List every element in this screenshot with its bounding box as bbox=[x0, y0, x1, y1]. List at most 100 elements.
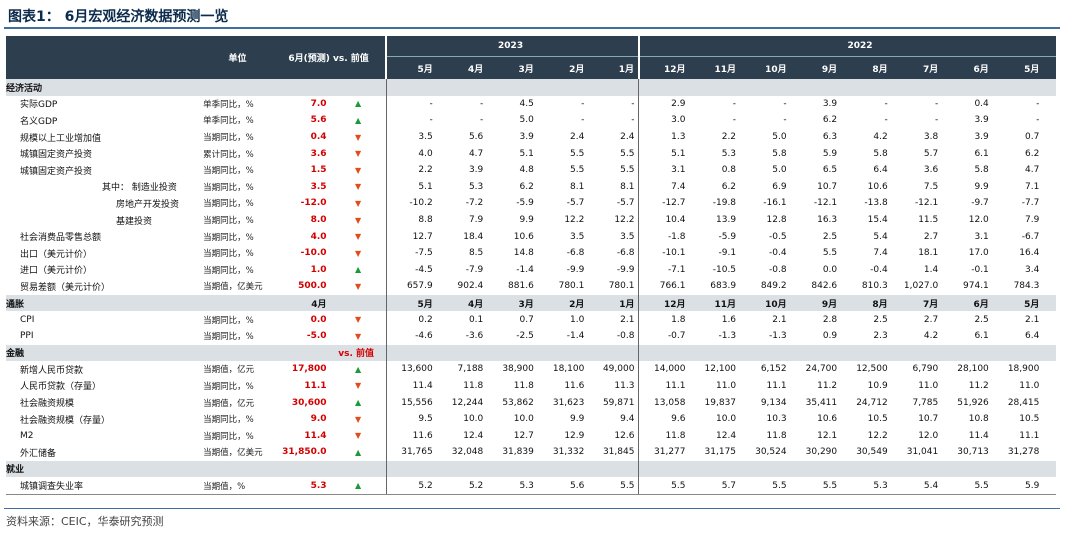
arrow-down-icon: ▼ bbox=[355, 431, 362, 441]
data-cell: 12.2 bbox=[867, 430, 888, 441]
indicator-unit: 单季同比，% bbox=[203, 116, 254, 127]
section-empty bbox=[1043, 344, 1056, 362]
data-cell: - bbox=[783, 115, 787, 126]
data-cell: 5.1 bbox=[385, 178, 437, 196]
data-cell: 12.1 bbox=[817, 430, 838, 441]
data-cell: 842.6 bbox=[811, 281, 838, 292]
section-empty bbox=[992, 460, 1044, 478]
data-cell: 5.2 bbox=[436, 477, 488, 495]
table-row: 城镇调查失业率 当期值，% 5.3 ▲ 5.2 5.2 5.3 5.6 5.5 5.5 5.7 5.5… bbox=[6, 477, 1056, 495]
data-cell: 0.0 bbox=[822, 264, 838, 275]
forecast-value: 5.6 bbox=[310, 115, 327, 126]
data-cell: 13,058 bbox=[638, 394, 690, 411]
header-month: 10月 bbox=[740, 56, 791, 79]
header-year-2023: 2023 bbox=[385, 36, 639, 57]
section-empty bbox=[537, 460, 589, 478]
forecast-value: 500.0 bbox=[298, 281, 327, 292]
data-cell: 12,244 bbox=[451, 397, 484, 408]
data-cell: 11.0 bbox=[1019, 380, 1040, 391]
indicator-unit: 当期同比，% bbox=[203, 431, 254, 442]
section-empty bbox=[841, 344, 892, 362]
data-cell: 7.4 bbox=[638, 178, 690, 196]
forecast-value: 1.5 bbox=[310, 165, 327, 176]
data-cell: -4.6 bbox=[385, 327, 437, 345]
section-unit-cell bbox=[203, 344, 276, 362]
data-cell: 12.2 bbox=[564, 215, 585, 226]
data-cell: 6.3 bbox=[822, 132, 838, 143]
data-cell bbox=[1043, 262, 1056, 279]
data-cell: 849.2 bbox=[760, 281, 787, 292]
data-cell: 59,871 bbox=[602, 397, 635, 408]
header-vs: vs. 前值 bbox=[332, 54, 369, 64]
header-unit: 单位 bbox=[203, 36, 276, 79]
section-empty bbox=[275, 79, 331, 96]
data-cell: 4.2 bbox=[923, 331, 939, 342]
section-empty bbox=[841, 460, 892, 478]
data-cell: 17.0 bbox=[968, 248, 989, 259]
data-cell: 9 bbox=[1043, 394, 1056, 411]
data-cell: 6.2 bbox=[721, 181, 737, 192]
data-cell: 12.0 bbox=[968, 215, 989, 226]
section-empty bbox=[891, 344, 943, 362]
forecast-value: 17,800 bbox=[291, 364, 327, 375]
data-cell bbox=[1043, 245, 1056, 262]
arrow-down-icon: ▼ bbox=[355, 215, 362, 225]
data-cell: 2.8 bbox=[822, 314, 838, 325]
data-cell: 31,041 bbox=[906, 447, 939, 458]
data-cell: 5.9 bbox=[822, 148, 838, 159]
data-cell: 4.7 bbox=[468, 148, 484, 159]
indicator-unit: 当期同比，% bbox=[203, 415, 254, 426]
section-header-row: 金融 vs. 前值 bbox=[6, 344, 1056, 362]
data-cell: 3.4 bbox=[1025, 264, 1040, 275]
indicator-unit: 当期同比，% bbox=[203, 199, 254, 210]
data-cell: 16.4 bbox=[1019, 248, 1040, 259]
table-row: 房地产开发投资 当期同比，% -12.0 ▼ -10.2 -7.2 -5.9 -5.7 -5.7… bbox=[6, 195, 1056, 212]
indicator-unit: 当期同比，% bbox=[203, 166, 254, 177]
data-cell: 5.4 bbox=[891, 477, 943, 495]
forecast-value: 9.0 bbox=[310, 414, 327, 425]
section-empty bbox=[942, 344, 993, 362]
header-month: 7月 bbox=[891, 56, 943, 79]
data-cell: 2.2 bbox=[385, 161, 437, 179]
data-cell: 6 bbox=[1043, 361, 1056, 378]
data-cell: - bbox=[884, 115, 888, 126]
data-cell: 7.9 bbox=[1025, 215, 1040, 226]
data-cell: 12.9 bbox=[564, 430, 585, 441]
data-cell: 881.6 bbox=[487, 278, 538, 295]
section-empty bbox=[487, 460, 538, 478]
indicator-name: 实际GDP bbox=[20, 100, 58, 111]
data-cell: 10.7 bbox=[918, 414, 939, 425]
data-cell: 1.3 bbox=[638, 128, 690, 146]
data-cell: 3.8 bbox=[923, 132, 939, 143]
indicator-name: CPI bbox=[20, 314, 35, 325]
indicator-name: 社会融资规模 bbox=[20, 399, 75, 410]
data-cell: 9.4 bbox=[620, 414, 635, 425]
data-cell: - bbox=[631, 115, 635, 126]
data-cell: 5.5 bbox=[740, 477, 791, 495]
data-cell: -10.2 bbox=[385, 195, 437, 212]
data-cell: -13.8 bbox=[864, 198, 888, 209]
data-cell: 902.4 bbox=[457, 281, 484, 292]
arrow-down-icon: ▼ bbox=[355, 381, 362, 391]
data-cell: 2.4 bbox=[570, 132, 585, 143]
data-cell: 32,048 bbox=[451, 447, 484, 458]
section-empty bbox=[638, 344, 690, 362]
data-cell: 810.3 bbox=[861, 281, 888, 292]
header-forecast: 6月(预测) bbox=[288, 54, 330, 64]
data-cell: 780.1 bbox=[608, 281, 635, 292]
data-cell: - bbox=[1036, 98, 1040, 109]
data-cell: 35,411 bbox=[805, 397, 838, 408]
indicator-unit: 当期值，亿美元 bbox=[203, 448, 263, 459]
data-cell: 11.1 bbox=[1019, 430, 1040, 441]
data-cell: 3.0 bbox=[638, 112, 690, 129]
table-row: 名义GDP 单季同比，% 5.6 ▲ - -5.0- -3.0- -6.2- -3.9- bbox=[6, 112, 1056, 129]
data-cell bbox=[1043, 96, 1056, 113]
data-cell: 7.1 bbox=[1025, 181, 1040, 192]
indicator-unit: 当期值，% bbox=[203, 477, 276, 495]
data-cell: 12.6 bbox=[614, 430, 635, 441]
forecast-value: 8.0 bbox=[310, 215, 327, 226]
section-month-label: 6月 bbox=[942, 294, 993, 312]
section-month-label: 7月 bbox=[891, 294, 943, 312]
table-row: PPI 当期同比，% -5.0 ▼ -4.6 -3.6 -2.5 -1.4 -0.8 -0.7 -1… bbox=[6, 327, 1056, 345]
section-empty bbox=[790, 460, 842, 478]
